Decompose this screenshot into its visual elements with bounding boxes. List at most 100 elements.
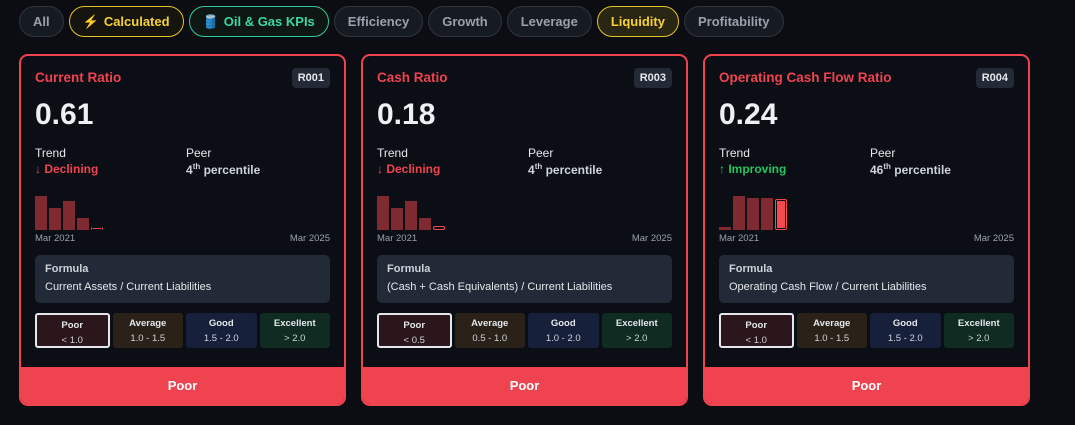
filter-label: Growth [442,14,488,29]
peer-label: Peer [870,146,896,160]
rating-band-good: Good 1.5 - 2.0 [870,313,941,348]
sparkline-bar [77,218,89,230]
rating-bands: Poor < 0.5 Average 0.5 - 1.0 Good 1.0 - 2.0 Ex… [377,313,672,348]
band-name: Average [471,318,509,329]
trend-value: ↑ Improving [719,162,787,176]
sparkline-bar [35,196,47,230]
filter-growth[interactable]: Growth [428,6,502,37]
sparkline-bar [63,201,75,230]
sparkline-chart [35,192,115,230]
sparkline-end-date: Mar 2025 [289,233,330,244]
filter-profitability[interactable]: Profitability [683,6,784,37]
filter-label: Profitability [697,14,770,29]
rating-band-good: Good 1.5 - 2.0 [186,313,257,348]
band-name: Good [550,318,576,329]
filter-leverage[interactable]: Leverage [506,6,592,37]
ratio-title: Cash Ratio [377,70,448,85]
formula-text: Current Assets / Current Liabilities [45,281,212,293]
sparkline-bar [433,225,445,230]
sparkline-bar [719,226,731,230]
filter-label: Efficiency [347,14,410,29]
formula-label: Formula [45,263,89,275]
ratio-cards: Current Ratio R001 0.61 Trend ↓ Declinin… [19,54,1030,406]
rating-footer: Poor [363,367,686,404]
rating-band-poor: Poor < 1.0 [35,313,110,348]
ratio-code-badge: R001 [291,68,330,88]
formula-text: Operating Cash Flow / Current Liabilitie… [729,281,927,293]
band-range: 1.0 - 2.0 [545,333,581,344]
trend-label: Trend [377,146,408,160]
band-name: Poor [745,320,768,331]
band-range: > 2.0 [626,333,648,344]
peer-percentile-text: percentile [894,163,951,177]
trend-value: ↓ Declining [377,162,441,176]
rating-band-average: Average 0.5 - 1.0 [454,313,525,348]
band-range: 1.0 - 1.5 [130,333,166,344]
peer-value: 46th percentile [870,162,951,177]
rating-band-average: Average 1.0 - 1.5 [112,313,183,348]
filter-label: All [33,14,50,29]
filter-label: Liquidity [610,14,665,29]
ratio-title: Operating Cash Flow Ratio [719,70,892,85]
rating-band-poor: Poor < 1.0 [719,313,794,348]
rating-band-poor: Poor < 0.5 [377,313,452,348]
filter-label: Oil & Gas KPIs [223,14,315,29]
ratio-value: 0.61 [35,98,94,131]
lightning-icon: ⚡ [82,13,99,29]
band-range: < 1.0 [745,335,767,346]
sparkline-start-date: Mar 2021 [35,233,76,244]
formula-text: (Cash + Cash Equivalents) / Current Liab… [387,281,613,293]
rating-band-excellent: Excellent > 2.0 [601,313,672,348]
band-range: < 0.5 [403,335,425,346]
sparkline-start-date: Mar 2021 [719,233,760,244]
filter-calculated[interactable]: ⚡ Calculated [68,6,184,37]
ratio-card[interactable]: Cash Ratio R003 0.18 Trend ↓ Declining P… [361,54,688,406]
band-name: Average [813,318,851,329]
filter-label: Leverage [520,14,578,29]
sparkline-bar [761,198,773,230]
band-range: > 2.0 [968,333,990,344]
peer-suffix: th [534,162,543,171]
ratio-code-badge: R004 [975,68,1014,88]
rating-footer: Poor [705,367,1028,404]
sparkline-chart [719,192,799,230]
trend-label: Trend [719,146,750,160]
category-filters: All ⚡ Calculated 🛢️ Oil & Gas KPIs Efficie… [19,6,784,37]
rating-band-excellent: Excellent > 2.0 [943,313,1014,348]
sparkline-bar [377,196,389,230]
band-range: 0.5 - 1.0 [472,333,508,344]
sparkline-bar [391,207,403,230]
ratio-card[interactable]: Operating Cash Flow Ratio R004 0.24 Tren… [703,54,1030,406]
filter-efficiency[interactable]: Efficiency [333,6,424,37]
ratio-card[interactable]: Current Ratio R001 0.61 Trend ↓ Declinin… [19,54,346,406]
band-name: Good [892,318,918,329]
sparkline-bar [747,198,759,230]
oil-barrel-icon: 🛢️ [202,13,219,29]
peer-value: 4th percentile [528,162,602,177]
band-name: Poor [61,320,84,331]
filter-all[interactable]: All [19,6,64,37]
band-range: 1.5 - 2.0 [887,333,923,344]
formula-box: Formula Operating Cash Flow / Current Li… [719,255,1014,303]
filter-oil-gas-kpis[interactable]: 🛢️ Oil & Gas KPIs [188,6,329,37]
band-range: < 1.0 [61,335,83,346]
formula-box: Formula (Cash + Cash Equivalents) / Curr… [377,255,672,303]
band-range: 1.5 - 2.0 [203,333,239,344]
filter-label: Calculated [103,14,170,29]
peer-percentile-text: percentile [545,163,603,177]
peer-number: 4 [528,163,535,177]
peer-number: 46 [870,163,884,177]
formula-label: Formula [387,263,431,275]
band-name: Excellent [957,318,1000,329]
ratio-value: 0.18 [377,98,436,131]
sparkline-end-date: Mar 2025 [973,233,1014,244]
filter-liquidity[interactable]: Liquidity [596,6,679,37]
rating-bands: Poor < 1.0 Average 1.0 - 1.5 Good 1.5 - 2.0 Ex… [719,313,1014,348]
sparkline-end-date: Mar 2025 [631,233,672,244]
peer-suffix: th [192,162,201,171]
sparkline-chart [377,192,457,230]
sparkline-bar [775,199,787,230]
peer-value: 4th percentile [186,162,260,177]
sparkline-start-date: Mar 2021 [377,233,418,244]
band-range: > 2.0 [284,333,306,344]
